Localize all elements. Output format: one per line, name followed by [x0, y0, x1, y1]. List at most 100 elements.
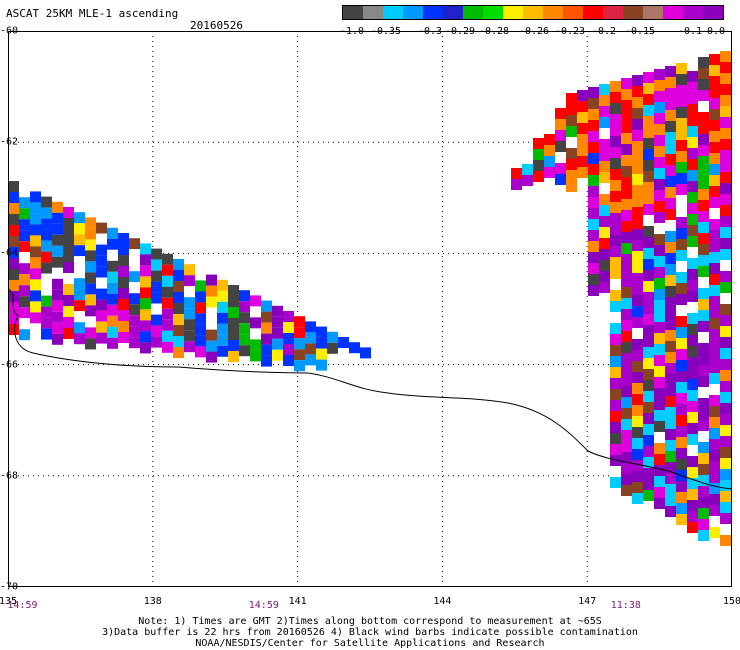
data-cell	[599, 139, 610, 150]
data-cell	[632, 284, 643, 295]
data-cell	[632, 317, 643, 328]
data-cell	[621, 419, 632, 430]
data-cell	[588, 252, 599, 263]
data-cell	[665, 110, 676, 121]
data-cell	[654, 443, 665, 454]
data-cell	[643, 325, 654, 336]
data-cell	[162, 341, 173, 353]
data-cell	[85, 338, 96, 350]
data-cell	[151, 292, 162, 304]
data-cell	[173, 281, 184, 292]
data-cell	[52, 311, 63, 323]
data-cell	[621, 386, 632, 397]
data-cell	[665, 385, 676, 396]
data-cell	[665, 297, 676, 308]
data-cell	[206, 351, 217, 363]
color-scale-swatch	[343, 6, 363, 19]
data-cell	[217, 301, 228, 313]
data-cell	[687, 203, 698, 214]
data-cell	[173, 325, 184, 336]
data-cell	[687, 225, 698, 236]
data-cell	[118, 277, 129, 288]
data-cell	[610, 323, 621, 334]
data-cell	[720, 271, 731, 282]
data-cell	[566, 159, 577, 170]
data-cell	[687, 511, 698, 522]
data-cell	[533, 138, 544, 149]
data-cell	[8, 181, 19, 192]
data-cell	[654, 344, 665, 355]
data-cell	[85, 305, 96, 317]
data-cell	[8, 192, 19, 203]
data-cell	[654, 245, 665, 256]
data-cell	[129, 260, 140, 272]
data-cell	[129, 315, 140, 327]
data-cell	[698, 244, 709, 255]
data-cell	[360, 347, 371, 359]
data-cell	[687, 434, 698, 445]
data-cell	[577, 90, 588, 101]
data-cell	[566, 181, 577, 192]
data-cell	[261, 333, 272, 345]
data-cell	[610, 81, 621, 92]
data-cell	[610, 202, 621, 213]
data-cell	[610, 92, 621, 103]
data-cell	[610, 257, 621, 268]
data-cell	[698, 442, 709, 453]
data-cell	[643, 116, 654, 127]
data-cell	[74, 256, 85, 268]
data-cell	[720, 161, 731, 172]
data-cell	[665, 286, 676, 297]
data-cell	[74, 267, 85, 279]
data-cell	[632, 306, 643, 317]
data-cell	[665, 275, 676, 286]
data-cell	[720, 227, 731, 238]
data-cell	[610, 147, 621, 158]
data-cell	[228, 340, 239, 351]
note-line-3: NOAA/NESDIS/Center for Satellite Applica…	[195, 638, 545, 649]
data-cell	[698, 486, 709, 497]
data-cell	[676, 382, 687, 393]
data-cell	[217, 290, 228, 302]
data-cell	[621, 243, 632, 254]
data-cell	[621, 452, 632, 463]
data-cell	[610, 400, 621, 411]
latitude-label: -68	[0, 470, 19, 482]
data-cell	[665, 341, 676, 352]
data-cell	[52, 201, 63, 213]
pass-time-label: 14:59	[7, 600, 38, 611]
data-cell	[30, 279, 41, 291]
data-cell	[96, 244, 107, 256]
data-cell	[577, 156, 588, 167]
data-cell	[709, 54, 720, 65]
data-cell	[665, 418, 676, 429]
data-cell	[632, 273, 643, 284]
data-cell	[720, 513, 731, 524]
data-cell	[610, 279, 621, 290]
data-cell	[173, 336, 184, 347]
data-cell	[151, 270, 162, 282]
data-cell	[118, 310, 129, 321]
data-cell	[632, 130, 643, 141]
data-cell	[283, 333, 294, 344]
color-scale-swatch	[523, 6, 543, 19]
data-cell	[610, 114, 621, 125]
data-cell	[676, 261, 687, 272]
data-cell	[687, 357, 698, 368]
data-cell	[19, 296, 30, 308]
data-cell	[709, 296, 720, 307]
data-cell	[140, 287, 151, 299]
data-cell	[544, 123, 555, 134]
data-cell	[632, 262, 643, 273]
data-cell	[8, 313, 19, 324]
data-cell	[52, 223, 63, 235]
data-cell	[643, 182, 654, 193]
data-cell	[643, 391, 654, 402]
data-cell	[654, 498, 665, 509]
data-cell	[621, 133, 632, 144]
pass-time-label: 11:38	[610, 600, 641, 611]
data-cell	[720, 249, 731, 260]
data-cell	[687, 401, 698, 412]
data-cell	[665, 154, 676, 165]
data-cell	[96, 310, 107, 322]
